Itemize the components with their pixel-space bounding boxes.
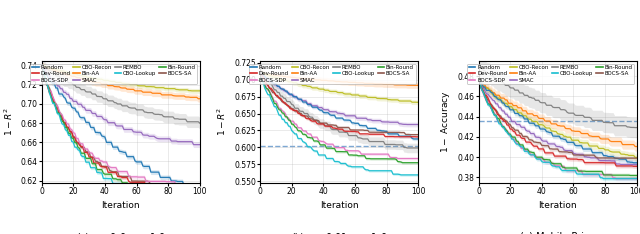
Legend: Random, Dev-Round, BOCS-SDP, CBO-Recon, Bin-AA, SMAC, REMBO, CBO-Lookup, Bin-Rou: Random, Dev-Round, BOCS-SDP, CBO-Recon, … [467, 64, 634, 84]
Y-axis label: $1 -$ Accuracy: $1 -$ Accuracy [439, 90, 452, 153]
X-axis label: Iteration: Iteration [320, 201, 358, 210]
Y-axis label: $1 - R^2$: $1 - R^2$ [216, 107, 228, 136]
Text: (c) Mobile Price: (c) Mobile Price [520, 231, 595, 234]
Legend: Random, Dev-Round, BOCS-SDP, CBO-Recon, Bin-AA, SMAC, REMBO, CBO-Lookup, Bin-Rou: Random, Dev-Round, BOCS-SDP, CBO-Recon, … [249, 64, 415, 84]
Y-axis label: $1 - R^2$: $1 - R^2$ [3, 107, 15, 136]
Legend: Random, Dev-Round, BOCS-SDP, CBO-Recon, Bin-AA, SMAC, REMBO, CBO-Lookup, Bin-Rou: Random, Dev-Round, BOCS-SDP, CBO-Recon, … [30, 64, 197, 84]
Text: (a) $\rho = 0.0,\, \nu = 1.0$: (a) $\rho = 0.0,\, \nu = 1.0$ [75, 231, 166, 234]
X-axis label: Iteration: Iteration [101, 201, 140, 210]
X-axis label: Iteration: Iteration [538, 201, 577, 210]
Text: (b) $\rho = 0.01,\, \nu = 1.0$: (b) $\rho = 0.01,\, \nu = 1.0$ [291, 231, 388, 234]
